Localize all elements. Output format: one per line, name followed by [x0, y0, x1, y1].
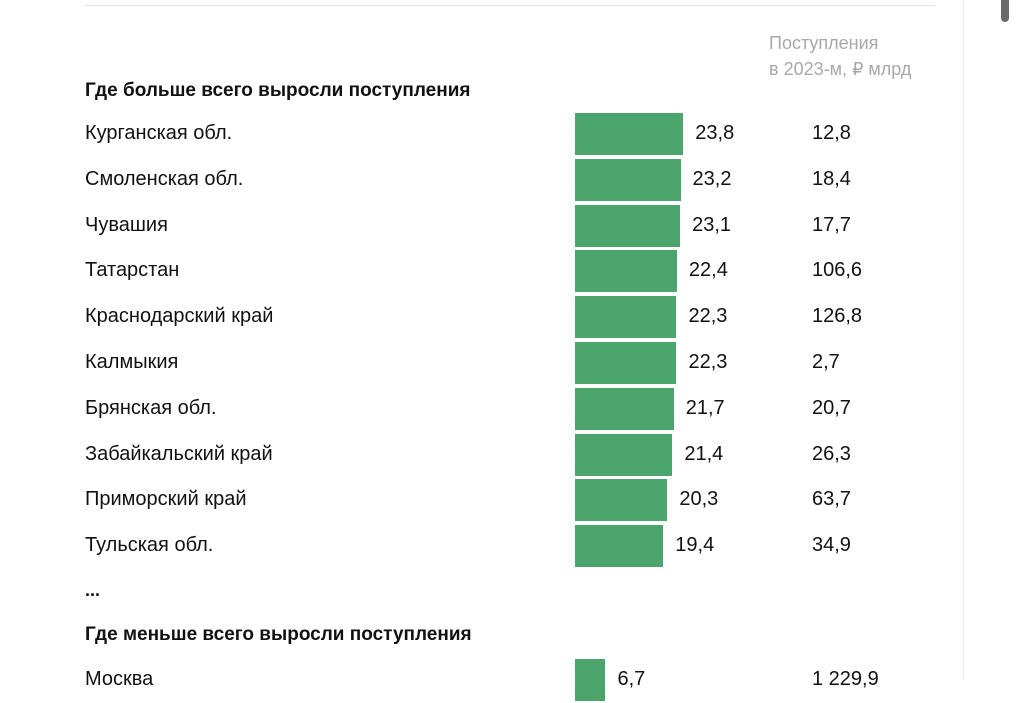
section-title-top: Где больше всего выросли поступления [85, 80, 471, 101]
table-row: Приморский край 20,3 63,7 [85, 477, 935, 523]
revenue-value: 34,9 [812, 534, 851, 557]
column-header-line: в 2023-м, ₽ млрд [769, 59, 912, 79]
bar [575, 204, 681, 247]
table-row: Тульская обл. 19,4 34,9 [85, 523, 935, 569]
region-name: Татарстан [85, 259, 180, 282]
revenue-value: 2,7 [812, 351, 840, 373]
table-row: Курганская обл. 23,8 12,8 [85, 111, 935, 157]
region-name: Тульская обл. [85, 534, 214, 557]
chart-card: Поступления в 2023-м, ₽ млрд Где больше … [60, 0, 964, 701]
table-row: Калмыкия 22,3 2,7 [85, 340, 935, 386]
region-name: Калмыкия [85, 351, 179, 373]
column-header: Поступления в 2023-м, ₽ млрд [769, 30, 911, 82]
revenue-value: 20,7 [812, 396, 851, 419]
bar [575, 113, 684, 155]
bar [575, 433, 673, 476]
region-name: Краснодарский край [85, 305, 274, 328]
table-row: Забайкальский край 21,4 26,3 [85, 432, 935, 478]
section-title-bottom: Где меньше всего выросли поступления [85, 624, 472, 645]
region-name: Курганская обл. [85, 122, 233, 144]
growth-value: 21,4 [684, 442, 724, 465]
table-row: Смоленская обл. 23,2 18,4 [85, 157, 935, 203]
growth-value: 23,1 [692, 213, 732, 236]
growth-value: 22,3 [688, 305, 728, 328]
bar [575, 250, 677, 293]
growth-value: 20,3 [679, 488, 719, 511]
growth-value: 23,2 [692, 167, 732, 190]
revenue-value: 18,4 [812, 167, 851, 190]
bar [575, 342, 677, 384]
table-row: Татарстан 22,4 106,6 [85, 248, 935, 294]
bar [575, 659, 606, 701]
bar [575, 479, 668, 522]
growth-value: 22,4 [688, 259, 728, 282]
revenue-value: 126,8 [812, 305, 863, 328]
bar [575, 158, 681, 201]
column-header-line: Поступления [769, 33, 879, 53]
revenue-value: 106,6 [812, 259, 863, 282]
divider [85, 5, 935, 6]
revenue-value: 17,7 [812, 213, 851, 236]
growth-value: 19,4 [675, 534, 715, 557]
region-name: Смоленская обл. [85, 167, 244, 190]
region-name: Брянская обл. [85, 396, 217, 419]
growth-value: 23,8 [695, 122, 735, 144]
table-row: Москва 6,7 1 229,9 [85, 657, 935, 703]
region-name: Приморский край [85, 488, 247, 511]
ellipsis: ... [85, 580, 101, 600]
growth-value: 22,3 [688, 351, 728, 373]
bar [575, 387, 674, 430]
growth-value: 21,7 [685, 396, 725, 419]
table-row: Чувашия 23,1 17,7 [85, 203, 935, 249]
bar [575, 296, 677, 339]
revenue-value: 26,3 [812, 442, 851, 465]
region-name: Чувашия [85, 213, 168, 236]
scrollbar-thumb[interactable] [1001, 0, 1009, 22]
region-name: Забайкальский край [85, 442, 273, 465]
table-row: Брянская обл. 21,7 20,7 [85, 386, 935, 432]
revenue-value: 12,8 [812, 122, 851, 144]
table-row: Краснодарский край 22,3 126,8 [85, 294, 935, 340]
bar [575, 525, 664, 568]
revenue-value: 63,7 [812, 488, 851, 511]
